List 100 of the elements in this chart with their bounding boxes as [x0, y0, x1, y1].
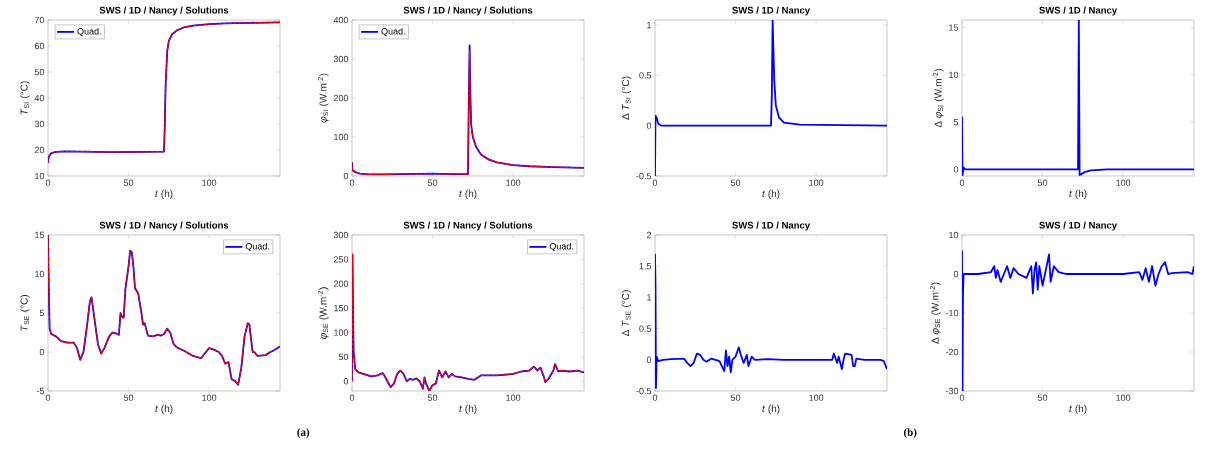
x-tick-label: 100: [202, 394, 217, 401]
y-tick-label: 300: [333, 231, 349, 239]
legend-label: Quad.: [381, 27, 405, 37]
line-series: [352, 253, 585, 391]
y-tick-label: 0.5: [639, 72, 652, 79]
text: (b): [903, 428, 917, 439]
y-tick-label: 5: [39, 309, 45, 317]
y-tick-label: 5: [953, 118, 959, 126]
chart-title: SWS / 1D / Nancy: [732, 6, 811, 16]
x-tick-label: 50: [123, 394, 134, 401]
x-tick-label: 0: [652, 179, 658, 186]
y-tick-label: 2: [646, 231, 652, 239]
chart-title: SWS / 1D / Nancy: [1039, 6, 1118, 16]
y-axis-title: Δ φ$_{SE}$ (W.m$^{-2}$): [930, 282, 941, 344]
x-axis-title: t (h): [459, 189, 477, 200]
line-series: [962, 20, 1195, 176]
legend-label: Quad.: [549, 242, 574, 252]
x-tick-label: 100: [809, 179, 824, 186]
y-tick-label: 0: [646, 356, 652, 363]
y-axis-title: Δ T$_{SE}$ (°C): [621, 290, 632, 337]
x-axis-title: t (h): [762, 189, 780, 200]
y-tick-label: 250: [333, 256, 349, 263]
y-tick-label: 0: [39, 348, 45, 356]
y-tick-label: 60: [34, 42, 45, 50]
x-tick-label: 100: [202, 179, 217, 186]
x-tick-label: 0: [349, 179, 355, 186]
y-axis-title: φ$_{SE}$ (W.m$^{-2}$): [318, 287, 329, 339]
y-tick-label: 400: [333, 16, 349, 24]
y-tick-label: -10: [945, 309, 959, 317]
y-tick-label: 0: [953, 166, 959, 173]
y-tick-label: 100: [334, 329, 349, 336]
x-tick-label: 0: [349, 394, 355, 401]
y-tick-label: -30: [945, 387, 959, 395]
x-tick-label: 50: [1037, 179, 1048, 186]
chart-title: SWS / 1D / Nancy: [732, 221, 811, 231]
x-tick-label: 50: [730, 179, 741, 186]
y-tick-label: 300: [333, 55, 349, 63]
chart-title: SWS / 1D / Nancy / Solutions: [403, 221, 533, 231]
y-tick-label: -20: [945, 348, 959, 356]
x-tick-label: 100: [506, 179, 521, 186]
x-axis-title: t (h): [155, 404, 173, 415]
y-tick-label: 70: [34, 16, 45, 24]
y-tick-label: -0.5: [636, 387, 652, 395]
y-axis-title: T$_{SE}$ (°C): [20, 295, 30, 331]
x-tick-label: 0: [45, 394, 51, 401]
y-tick-label: 0: [953, 270, 959, 278]
y-tick-label: 50: [338, 353, 349, 361]
y-tick-label: 10: [35, 270, 45, 278]
x-tick-label: 50: [123, 179, 134, 186]
x-tick-label: 100: [506, 394, 521, 401]
x-tick-label: 100: [1116, 394, 1131, 401]
x-axis-title: t (h): [459, 404, 477, 415]
y-tick-label: 40: [34, 94, 45, 102]
y-tick-label: 20: [34, 146, 45, 154]
chart-title: SWS / 1D / Nancy / Solutions: [99, 221, 229, 231]
y-axis-title: T$_{SI}$ (°C): [20, 81, 30, 115]
line-series: [48, 235, 280, 386]
x-tick-label: 50: [1037, 394, 1048, 401]
chart-title: SWS / 1D / Nancy: [1039, 221, 1118, 231]
y-tick-label: 0.5: [639, 325, 652, 332]
x-axis-title: t (h): [762, 404, 780, 415]
y-axis-title: Δ φ$_{SI}$ (W.m$^{-2}$): [933, 68, 944, 128]
y-tick-label: -5: [36, 387, 45, 395]
y-tick-label: 200: [333, 94, 349, 102]
y-tick-label: 10: [35, 172, 45, 180]
chart-title: SWS / 1D / Nancy / Solutions: [403, 6, 533, 16]
y-tick-label: 100: [334, 133, 349, 141]
line-series: [655, 20, 888, 176]
x-tick-label: 0: [652, 394, 658, 401]
y-tick-label: 15: [35, 231, 45, 239]
y-tick-label: 200: [333, 280, 349, 287]
x-tick-label: 50: [427, 394, 438, 401]
y-tick-label: 1: [647, 21, 652, 29]
y-tick-label: 0: [343, 378, 349, 385]
y-tick-label: 0: [343, 172, 349, 180]
x-tick-label: 50: [730, 394, 741, 401]
x-tick-label: 100: [1116, 179, 1131, 186]
x-tick-label: 0: [959, 394, 965, 401]
x-axis-title: t (h): [155, 189, 173, 200]
y-tick-label: 1.5: [639, 263, 652, 270]
y-tick-label: -0.5: [636, 172, 652, 180]
y-tick-label: 150: [334, 304, 349, 312]
y-tick-label: 15: [949, 24, 959, 31]
legend-label: Quad.: [77, 27, 101, 37]
text: (a): [297, 428, 310, 439]
y-tick-label: 1: [647, 294, 652, 301]
x-tick-label: 50: [427, 179, 438, 186]
x-axis-title: t (h): [1069, 404, 1087, 415]
y-axis-title: φ$_{SI}$ (W.m$^{-2}$): [318, 73, 329, 123]
y-tick-label: 50: [34, 68, 45, 76]
y-tick-label: 30: [34, 120, 45, 128]
line-series: [48, 21, 280, 164]
x-tick-label: 0: [959, 179, 965, 186]
y-tick-label: 10: [949, 71, 959, 79]
legend-label: Quad.: [245, 242, 270, 252]
chart-title: SWS / 1D / Nancy / Solutions: [99, 6, 229, 16]
x-tick-label: 100: [809, 394, 824, 401]
x-axis-title: t (h): [1069, 189, 1087, 200]
y-tick-label: 10: [949, 231, 959, 239]
y-axis-title: Δ T$_{SI}$ (°C): [621, 76, 632, 120]
